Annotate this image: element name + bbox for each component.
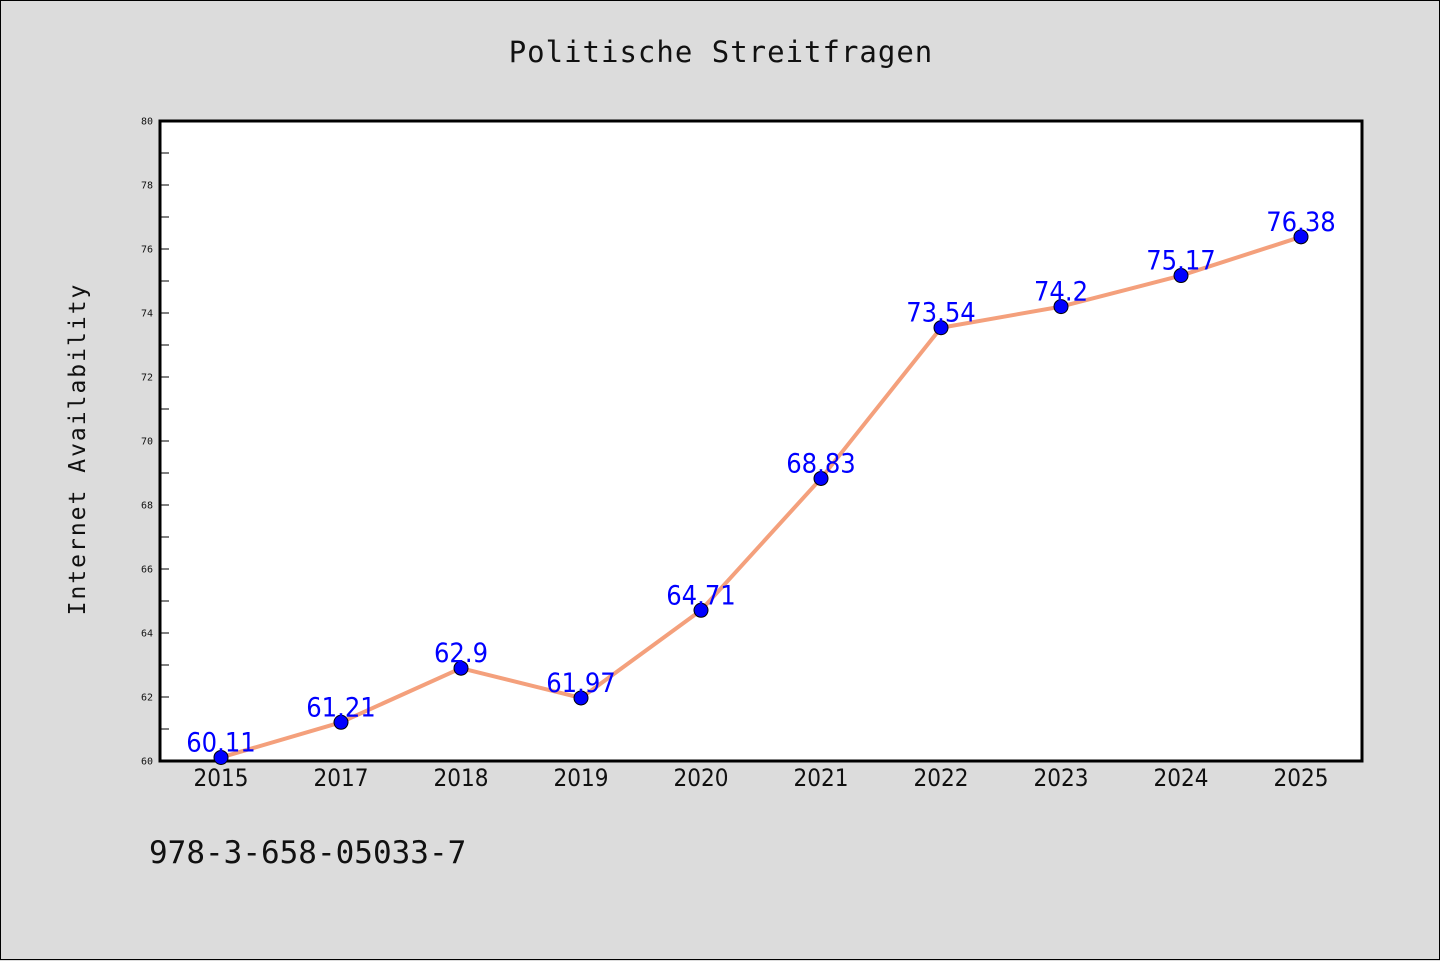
chart-title: Politische Streitfragen [508, 35, 934, 69]
data-label: 76.38 [1266, 207, 1336, 238]
data-label: 73.54 [906, 298, 976, 329]
y-tick-label: 72 [141, 373, 153, 384]
x-tick-label: 2017 [314, 764, 369, 792]
y-tick-label: 68 [141, 501, 153, 512]
x-axis-ticks: 2015 2017 2018 2019 2020 2021 2022 2023 2024 2025 [194, 764, 1329, 792]
footer-code: 978-3-658-05033-7 [149, 835, 467, 871]
data-label: 61.97 [546, 668, 616, 699]
data-point [213, 749, 229, 765]
series-line [219, 234, 1303, 760]
y-tick-label: 64 [141, 629, 153, 640]
data-point [1053, 299, 1069, 315]
data-point [453, 660, 469, 676]
y-tick-label: 80 [141, 117, 153, 128]
y-tick-label: 74 [141, 309, 153, 320]
x-tick-label: 2020 [674, 764, 729, 792]
data-point [333, 714, 349, 730]
y-tick-label: 70 [141, 437, 153, 448]
y-tick-label: 66 [141, 565, 153, 576]
y-tick-label: 76 [141, 245, 153, 256]
data-labels: 60.11 61.21 62.9 61.97 64.71 68.83 73.54 74.2 75… [186, 207, 1336, 759]
x-tick-label: 2018 [434, 764, 489, 792]
x-tick-label: 2019 [554, 764, 609, 792]
data-point [1173, 268, 1189, 284]
x-tick-label: 2023 [1034, 764, 1089, 792]
data-point [573, 690, 589, 706]
data-point [693, 602, 709, 618]
data-label: 61.21 [306, 692, 376, 723]
x-tick-label: 2021 [794, 764, 849, 792]
data-label: 64.71 [666, 580, 736, 611]
data-point [813, 470, 829, 486]
plot-area [158, 119, 1364, 763]
data-label: 75.17 [1146, 246, 1216, 277]
data-point [933, 320, 949, 336]
series-markers [213, 229, 1309, 765]
data-label: 68.83 [786, 448, 856, 479]
y-tick-label: 62 [141, 693, 153, 704]
y-axis-ticks: 60 62 64 66 68 70 72 74 76 78 80 [141, 117, 169, 768]
data-label: 74.2 [1034, 277, 1088, 308]
data-point [1293, 229, 1309, 245]
y-tick-label: 60 [141, 757, 153, 768]
y-tick-label: 78 [141, 181, 153, 192]
x-tick-label: 2025 [1274, 764, 1329, 792]
x-tick-label: 2022 [914, 764, 969, 792]
data-label: 62.9 [434, 638, 488, 669]
x-tick-label: 2024 [1154, 764, 1209, 792]
data-label: 60.11 [186, 727, 256, 758]
x-tick-label: 2015 [194, 764, 249, 792]
